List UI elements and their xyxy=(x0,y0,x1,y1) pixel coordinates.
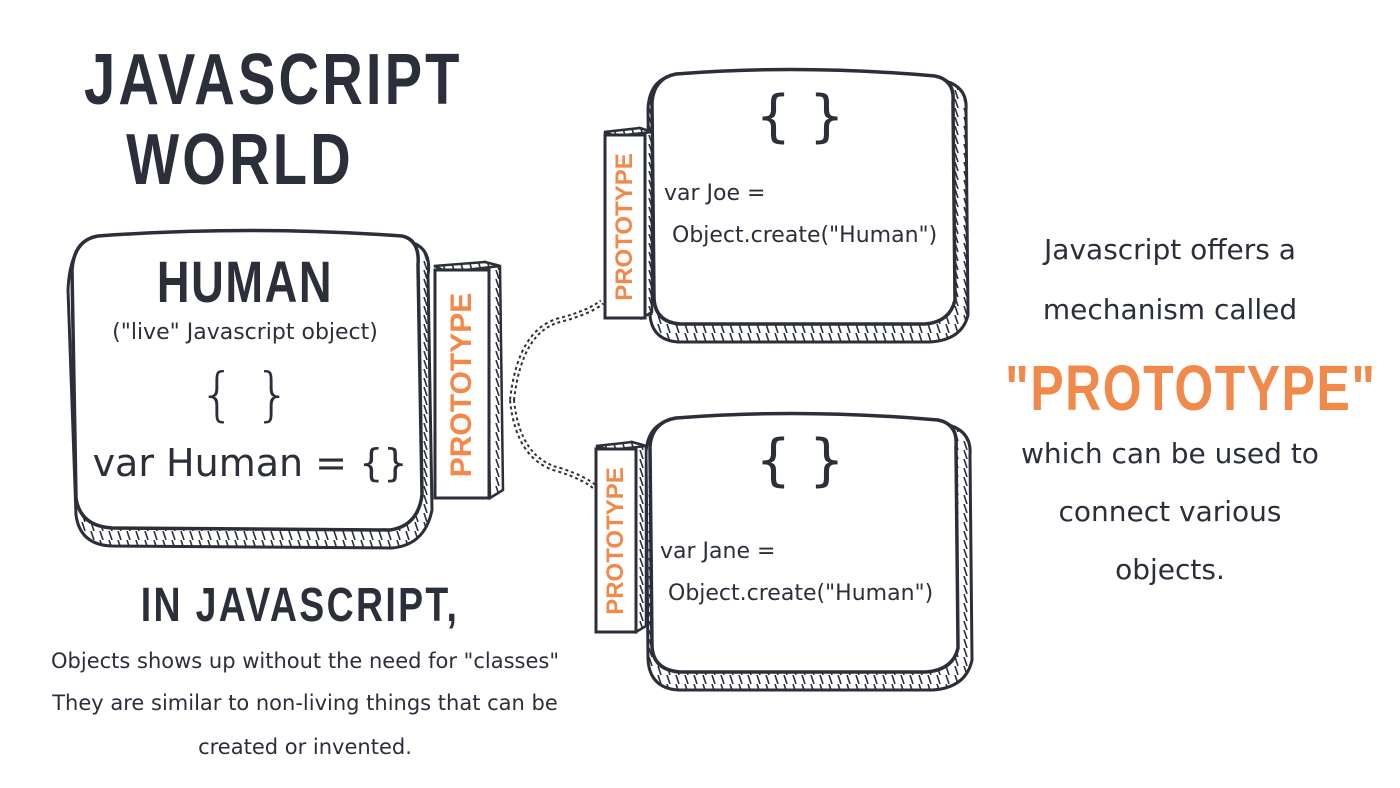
side-note-line4: connect various xyxy=(1058,495,1282,528)
footer-heading: IN JAVASCRIPT, xyxy=(140,579,460,632)
side-note-line1: Javascript offers a xyxy=(1044,233,1296,266)
side-note-line5: objects. xyxy=(1115,553,1225,586)
joe-braces-icon: { } xyxy=(755,84,845,149)
chain-to-jane-inner xyxy=(511,399,597,489)
jane-box xyxy=(648,411,960,674)
human-braces-icon: { } xyxy=(198,360,292,428)
jane-code-line1: var Jane = xyxy=(660,539,776,564)
footer-line2: They are similar to non-living things th… xyxy=(52,691,558,715)
joe-prototype-label: PROTOTYPE xyxy=(611,153,638,301)
footer-line3: created or invented. xyxy=(198,735,412,759)
joe-code-line1: var Joe = xyxy=(664,181,766,206)
page-title-line1: JAVASCRIPT xyxy=(84,40,463,120)
human-prototype-pillar xyxy=(433,268,491,500)
jane-prototype-pillar xyxy=(594,447,638,634)
chain-to-jane xyxy=(509,399,599,491)
footer-line1: Objects shows up without the need for "c… xyxy=(51,649,559,673)
joe-prototype-pillar xyxy=(603,133,647,320)
human-prototype-label: PROTOTYPE xyxy=(445,292,478,478)
jane-prototype-label: PROTOTYPE xyxy=(602,467,629,615)
side-note-line2: mechanism called xyxy=(1042,293,1298,326)
jane-braces-icon: { } xyxy=(755,428,845,493)
chain-to-joe-inner xyxy=(511,301,603,401)
page-title-line2: WORLD xyxy=(126,120,354,200)
human-box-name: HUMAN xyxy=(156,250,334,315)
joe-code-line2: Object.create("Human") xyxy=(672,223,938,248)
jane-code-line2: Object.create("Human") xyxy=(668,581,934,606)
human-code: var Human = {} xyxy=(92,441,408,485)
side-note-highlight: "PROTOTYPE" xyxy=(1005,352,1377,424)
side-note-line3: which can be used to xyxy=(1021,437,1319,470)
human-box xyxy=(70,228,424,532)
chain-to-joe xyxy=(509,299,604,401)
human-box-subtitle: ("live" Javascript object) xyxy=(112,320,378,345)
